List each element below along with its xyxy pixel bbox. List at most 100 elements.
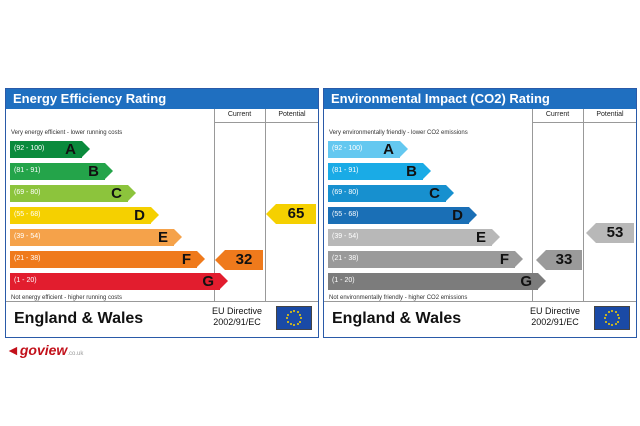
band-arrow-tip xyxy=(197,251,205,267)
flag-star xyxy=(604,320,607,323)
band-letter: G xyxy=(202,273,214,290)
flag-star xyxy=(604,317,606,319)
top-caption: Very environmentally friendly - lower CO… xyxy=(329,130,468,136)
country-label: England & Wales xyxy=(14,310,144,327)
band-letter: B xyxy=(406,163,417,180)
eu-flag-icon xyxy=(594,306,630,330)
band-letter: G xyxy=(520,273,532,290)
rating-band-e: (39 - 54) E xyxy=(10,229,182,246)
band-arrow-tip xyxy=(220,273,228,289)
logo-arrow-icon: ◄ xyxy=(6,342,20,358)
band-letter: C xyxy=(111,185,122,202)
current-rating-value: 33 xyxy=(555,251,573,268)
flag-star xyxy=(618,317,620,319)
marker-body xyxy=(596,223,634,243)
rating-band-d: (55 - 68) D xyxy=(328,207,477,224)
band-arrow-tip xyxy=(151,207,159,223)
potential-rating-value: 53 xyxy=(606,224,624,241)
band-arrow-tip xyxy=(82,141,90,157)
band-range: (21 - 38) xyxy=(14,255,41,262)
marker-body xyxy=(546,250,582,270)
band-arrow-tip xyxy=(515,251,523,267)
flag-star xyxy=(607,323,610,326)
band-range: (1 - 20) xyxy=(332,277,355,284)
rating-band-e: (39 - 54) E xyxy=(328,229,500,246)
potential-rating-marker: 65 xyxy=(266,204,316,224)
band-arrow-tip xyxy=(423,163,431,179)
energy-efficiency-panel: Energy Efficiency Rating Current Potenti… xyxy=(5,88,319,338)
column-divider xyxy=(583,109,584,301)
band-range: (81 - 91) xyxy=(332,167,359,174)
flag-star xyxy=(293,310,295,312)
band-letter: F xyxy=(181,251,191,268)
column-divider xyxy=(214,109,215,301)
flag-star xyxy=(299,313,302,316)
band-letter: D xyxy=(134,207,145,224)
flag-star xyxy=(289,310,292,313)
marker-body xyxy=(276,204,316,224)
flag-star xyxy=(611,324,613,326)
rating-band-a: (92 - 100) A xyxy=(328,141,408,158)
current-rating-value: 32 xyxy=(235,251,253,268)
rating-grid: Current Potential Very energy efficient … xyxy=(6,109,318,301)
rating-band-d: (55 - 68) D xyxy=(10,207,159,224)
flag-star xyxy=(296,310,299,313)
band-range: (69 - 80) xyxy=(332,189,359,196)
band-range: (1 - 20) xyxy=(14,277,37,284)
eu-directive: EU Directive 2002/91/EC xyxy=(530,306,580,328)
band-letter: F xyxy=(499,251,509,268)
marker-tip xyxy=(536,250,546,270)
flag-star xyxy=(617,313,620,316)
header-divider xyxy=(532,122,636,123)
rating-grid: Current Potential Very environmentally f… xyxy=(324,109,636,301)
directive-line1: EU Directive xyxy=(530,306,581,316)
rating-band-b: (81 - 91) B xyxy=(10,163,113,180)
flag-star xyxy=(614,310,617,313)
environmental-impact-panel: Environmental Impact (CO2) Rating Curren… xyxy=(323,88,637,338)
directive-line2: 2002/91/EC xyxy=(213,317,261,327)
directive-line2: 2002/91/EC xyxy=(531,317,579,327)
current-rating-marker: 33 xyxy=(536,250,582,270)
band-range: (21 - 38) xyxy=(332,255,359,262)
marker-tip xyxy=(266,204,276,224)
current-column-header: Current xyxy=(227,111,252,118)
potential-column-header: Potential xyxy=(278,111,306,118)
panel-footer: England & Wales EU Directive 2002/91/EC xyxy=(324,301,636,338)
current-rating-marker: 32 xyxy=(215,250,263,270)
current-column-header: Current xyxy=(545,111,570,118)
eu-flag-icon xyxy=(276,306,312,330)
band-arrow-tip xyxy=(174,229,182,245)
flag-star xyxy=(607,310,610,313)
eu-directive: EU Directive 2002/91/EC xyxy=(212,306,262,328)
goview-logo[interactable]: ◄goview.co.uk xyxy=(6,342,83,358)
flag-star xyxy=(296,323,299,326)
column-divider xyxy=(265,109,266,301)
potential-rating-marker: 53 xyxy=(586,223,634,243)
country-label: England & Wales xyxy=(332,310,462,327)
rating-band-c: (69 - 80) C xyxy=(10,185,136,202)
band-arrow-tip xyxy=(128,185,136,201)
band-range: (69 - 80) xyxy=(14,189,41,196)
bottom-caption: Not environmentally friendly - higher CO… xyxy=(329,295,468,301)
panel-footer: England & Wales EU Directive 2002/91/EC xyxy=(6,301,318,338)
band-arrow-tip xyxy=(446,185,454,201)
logo-domain: .co.uk xyxy=(67,351,84,357)
band-arrow-tip xyxy=(469,207,477,223)
band-range: (55 - 68) xyxy=(14,211,41,218)
bottom-caption: Not energy efficient - higher running co… xyxy=(11,295,122,301)
flag-star xyxy=(617,320,620,323)
rating-band-g: (1 - 20) G xyxy=(328,273,546,290)
flag-star xyxy=(286,313,289,316)
top-caption: Very energy efficient - lower running co… xyxy=(11,130,123,136)
rating-band-g: (1 - 20) G xyxy=(10,273,228,290)
rating-band-f: (21 - 38) F xyxy=(328,251,523,268)
band-letter: A xyxy=(65,141,76,158)
band-range: (92 - 100) xyxy=(14,145,45,152)
band-arrow-tip xyxy=(400,141,408,157)
directive-line1: EU Directive xyxy=(212,306,263,316)
band-letter: C xyxy=(429,185,440,202)
flag-star xyxy=(614,323,617,326)
band-range: (81 - 91) xyxy=(14,167,41,174)
rating-band-b: (81 - 91) B xyxy=(328,163,431,180)
rating-band-c: (69 - 80) C xyxy=(328,185,454,202)
